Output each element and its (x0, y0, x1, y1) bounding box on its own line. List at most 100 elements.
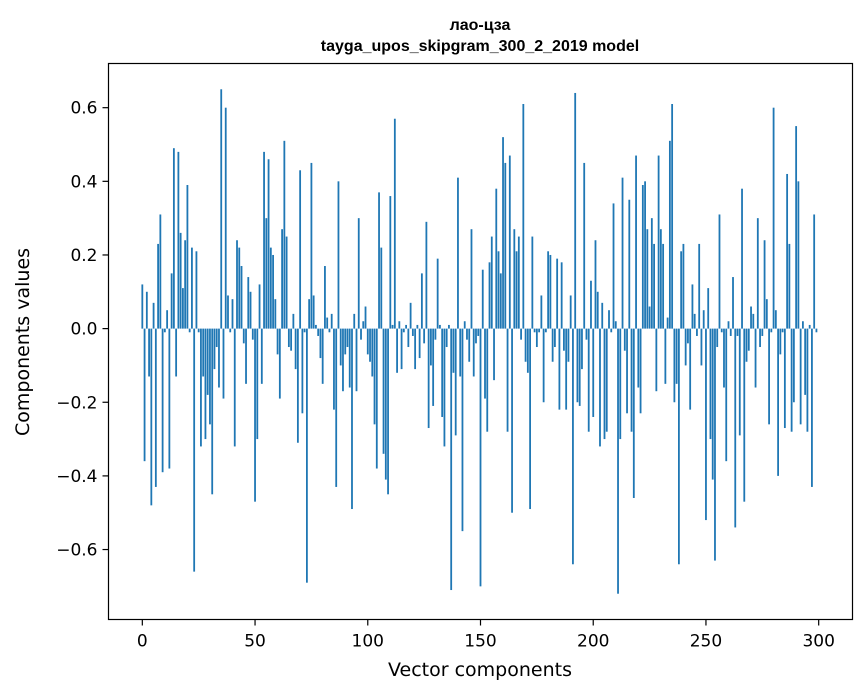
bar (479, 328, 482, 587)
y-tick-label: 0.0 (70, 320, 97, 340)
bar (357, 218, 360, 329)
bar (159, 214, 162, 329)
bar (804, 328, 807, 395)
bar (603, 328, 606, 440)
bar (206, 328, 209, 395)
bar (797, 181, 800, 329)
bar (324, 266, 326, 329)
bar (497, 251, 500, 329)
bar (342, 328, 344, 392)
bar (671, 104, 674, 329)
bar (186, 185, 189, 329)
x-axis-label: Vector components (388, 659, 572, 681)
bar (558, 328, 561, 410)
bar (792, 328, 795, 403)
y-tick-label: 0.4 (70, 172, 97, 192)
bar (346, 328, 349, 348)
bar (443, 328, 446, 447)
bar (806, 328, 809, 432)
bar (626, 328, 628, 414)
bar (191, 247, 193, 329)
bar (143, 328, 146, 462)
bar (522, 104, 525, 329)
bar (754, 328, 757, 388)
bar (224, 107, 227, 329)
bar (285, 236, 288, 329)
bar (644, 181, 646, 329)
bar (472, 328, 475, 377)
bar (650, 218, 653, 329)
bar (278, 328, 281, 399)
bar (560, 262, 563, 329)
bar (416, 324, 419, 329)
y-tick-label: −0.2 (56, 393, 97, 413)
bar (240, 266, 243, 329)
x-tick-label: 200 (577, 632, 609, 652)
bar (551, 328, 554, 362)
bar (682, 243, 685, 329)
bar (242, 328, 245, 344)
bar (790, 328, 793, 432)
bar (215, 328, 218, 348)
bar (290, 328, 293, 351)
bar (202, 328, 205, 377)
bar (308, 299, 311, 329)
bar (296, 328, 299, 443)
bar (687, 328, 689, 344)
bar (418, 328, 421, 359)
bar (718, 214, 721, 329)
bar (200, 328, 202, 447)
bar (448, 324, 450, 329)
bar (272, 254, 274, 329)
bar (659, 229, 662, 329)
bar (247, 277, 250, 329)
bar (576, 328, 579, 403)
bar (592, 328, 595, 417)
bar (504, 162, 507, 329)
bar (632, 328, 635, 498)
bar (355, 328, 358, 392)
bar (716, 328, 719, 348)
bar (407, 328, 410, 348)
bar (675, 328, 678, 384)
bar (646, 229, 649, 329)
bar (628, 199, 631, 329)
bar (328, 328, 331, 333)
bar (565, 328, 568, 410)
bar (195, 251, 198, 329)
bar (750, 306, 752, 329)
bar (353, 313, 356, 329)
bar (666, 317, 669, 329)
bar (517, 236, 520, 329)
y-tick-label: −0.6 (56, 541, 97, 561)
bar (495, 188, 498, 329)
x-tick-label: 250 (690, 632, 722, 652)
y-tick-label: −0.4 (56, 467, 97, 487)
bar (556, 258, 559, 329)
bar (641, 185, 644, 329)
bar (605, 328, 608, 432)
y-tick-label: 0.2 (70, 246, 97, 266)
bar (768, 328, 770, 425)
bar (732, 277, 734, 329)
bar (747, 328, 750, 351)
bar (330, 313, 333, 329)
bar (714, 328, 716, 561)
bar (170, 273, 173, 329)
bars-group (141, 89, 818, 594)
bar (596, 291, 599, 329)
bar (319, 328, 322, 359)
bar (574, 92, 577, 329)
bar (696, 328, 698, 336)
bar (678, 328, 680, 565)
bar (711, 328, 714, 480)
bar (344, 328, 347, 355)
bar (544, 328, 547, 333)
chart-title: лао-цза (450, 17, 511, 34)
bar (188, 328, 191, 333)
bar (184, 240, 187, 329)
bar (299, 170, 302, 329)
bar (759, 328, 761, 348)
bar (400, 328, 403, 370)
bar (614, 321, 617, 329)
